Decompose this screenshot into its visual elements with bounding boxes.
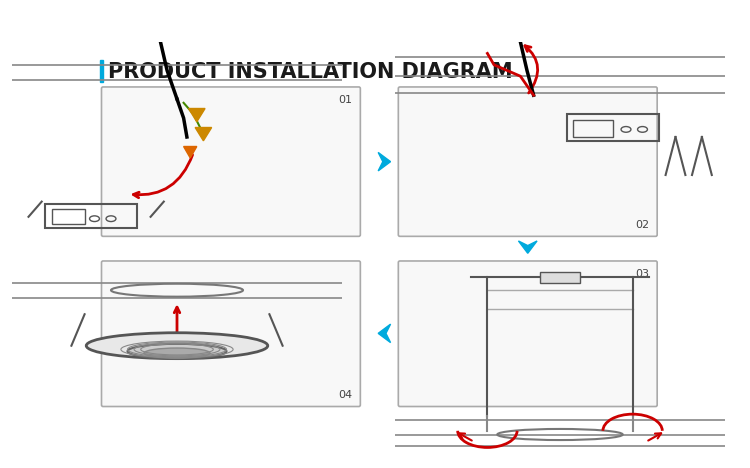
Ellipse shape — [144, 348, 210, 358]
Bar — [573, 120, 613, 137]
Polygon shape — [195, 127, 211, 141]
Text: 01: 01 — [338, 95, 352, 105]
Text: PRODUCT INSTALLATION DIAGRAM: PRODUCT INSTALLATION DIAGRAM — [108, 62, 512, 81]
Bar — [100, 60, 103, 81]
Polygon shape — [188, 109, 205, 122]
Ellipse shape — [128, 344, 226, 358]
Bar — [540, 272, 580, 283]
Text: 02: 02 — [635, 220, 650, 230]
Text: 04: 04 — [338, 390, 352, 400]
FancyBboxPatch shape — [398, 87, 657, 236]
Polygon shape — [378, 153, 391, 171]
Polygon shape — [518, 241, 537, 253]
Bar — [52, 209, 85, 224]
FancyBboxPatch shape — [101, 261, 360, 407]
FancyBboxPatch shape — [398, 261, 657, 407]
Polygon shape — [184, 146, 196, 158]
Ellipse shape — [86, 333, 268, 358]
FancyBboxPatch shape — [101, 87, 360, 236]
Text: 03: 03 — [635, 269, 650, 278]
Polygon shape — [378, 324, 391, 343]
